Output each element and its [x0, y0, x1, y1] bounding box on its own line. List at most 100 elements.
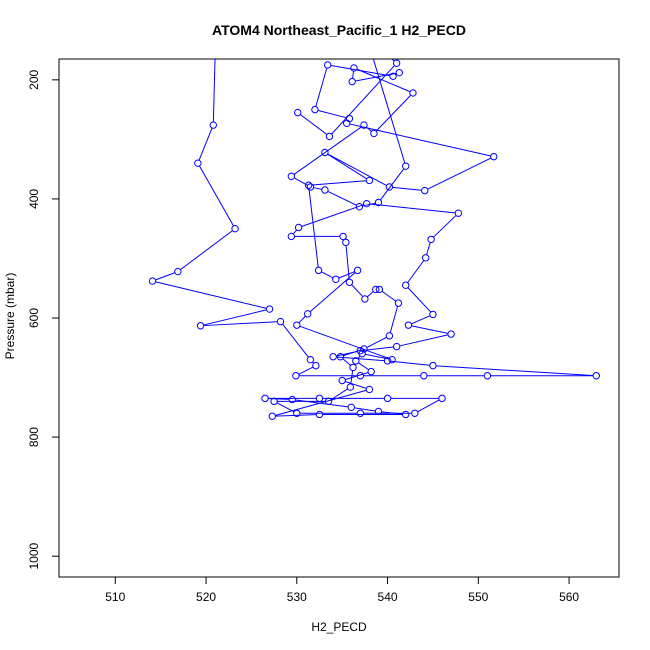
series-segment [298, 366, 314, 375]
series-segment [426, 242, 431, 255]
data-point [332, 275, 340, 283]
series-segment [367, 291, 374, 298]
series-segment [381, 290, 396, 302]
data-point [321, 186, 329, 194]
data-point [353, 266, 362, 275]
series-segment [343, 349, 361, 357]
data-point [294, 108, 302, 117]
x-tick-label: 520 [196, 590, 216, 604]
series-segment [342, 358, 351, 366]
series-segment [399, 334, 448, 347]
data-point [438, 394, 446, 403]
data-point [362, 199, 371, 208]
series-segment [351, 284, 363, 297]
data-point [321, 148, 329, 157]
data-point [355, 202, 364, 211]
data-point [429, 310, 437, 319]
series-segment [370, 203, 456, 214]
series-segment [380, 168, 405, 201]
y-tick-label: 1000 [27, 542, 41, 569]
data-point [287, 232, 296, 241]
x-tick-label: 560 [559, 590, 579, 604]
data-point [325, 132, 334, 141]
data-point [268, 412, 276, 420]
data-point [490, 152, 498, 161]
data-point [409, 89, 417, 97]
series-segment [299, 325, 390, 359]
series-segment [180, 230, 233, 270]
data-point [345, 278, 354, 286]
series-segment [345, 245, 350, 279]
data-point [315, 410, 324, 419]
data-point [483, 372, 492, 380]
data-point [306, 355, 315, 364]
data-point [370, 129, 378, 138]
series-segment [356, 68, 411, 93]
series-segment [295, 399, 348, 408]
data-point [385, 332, 394, 340]
data-point [402, 162, 410, 170]
series-segment [315, 68, 328, 107]
y-axis-label: Pressure (mbar) [3, 273, 17, 360]
data-point [270, 397, 278, 406]
data-point [343, 119, 351, 128]
series-segment [366, 126, 372, 132]
data-point [592, 372, 601, 380]
series-segment [407, 260, 425, 283]
series-segment [300, 114, 328, 135]
data-point [212, 59, 218, 60]
series-segment [301, 204, 364, 227]
x-tick-label: 530 [287, 590, 307, 604]
data-point [194, 159, 202, 167]
data-point [349, 363, 357, 372]
y-axis: 200 400 600 800 1000 [27, 70, 60, 570]
series-segment [276, 402, 295, 413]
series-segment [282, 323, 309, 358]
data-points [148, 59, 601, 420]
series-segment [321, 271, 334, 279]
data-point [420, 372, 428, 380]
series-segment [293, 229, 297, 235]
chart-title: ATOM4 Northeast_Pacific_1 H2_PECD [212, 22, 466, 38]
series-segment [427, 157, 491, 190]
x-tick-label: 510 [105, 590, 125, 604]
series-segment [391, 59, 395, 62]
data-point [421, 254, 430, 262]
data-point [389, 72, 397, 80]
series-segment [363, 346, 394, 351]
data-point [356, 409, 365, 417]
series-segment [411, 325, 448, 334]
y-tick-label: 200 [27, 70, 41, 90]
data-point [361, 295, 369, 303]
series-segment [212, 59, 216, 122]
data-point [348, 77, 356, 86]
series-segment [345, 381, 367, 389]
data-point [365, 385, 374, 394]
data-point [392, 342, 401, 351]
data-point [383, 394, 392, 403]
data-point [372, 285, 380, 294]
series-segment [331, 388, 348, 400]
data-point [421, 186, 429, 195]
data-point [402, 281, 410, 289]
y-tick-label: 400 [27, 189, 41, 209]
data-point [350, 64, 358, 72]
data-point [356, 372, 365, 380]
data-point [342, 238, 350, 247]
data-point [375, 285, 384, 294]
y-tick-label: 800 [27, 427, 41, 447]
series-segment [327, 191, 357, 206]
series-segment [311, 180, 367, 186]
data-point [311, 105, 319, 114]
data-point [265, 305, 274, 313]
series-segment [331, 65, 395, 135]
series-segment [308, 188, 319, 268]
series-segment [327, 153, 387, 186]
data-point [209, 121, 217, 129]
data-point [329, 353, 337, 361]
data-point [429, 361, 437, 370]
data-point [427, 235, 435, 244]
series-segment [199, 165, 234, 226]
data-point [304, 181, 313, 189]
